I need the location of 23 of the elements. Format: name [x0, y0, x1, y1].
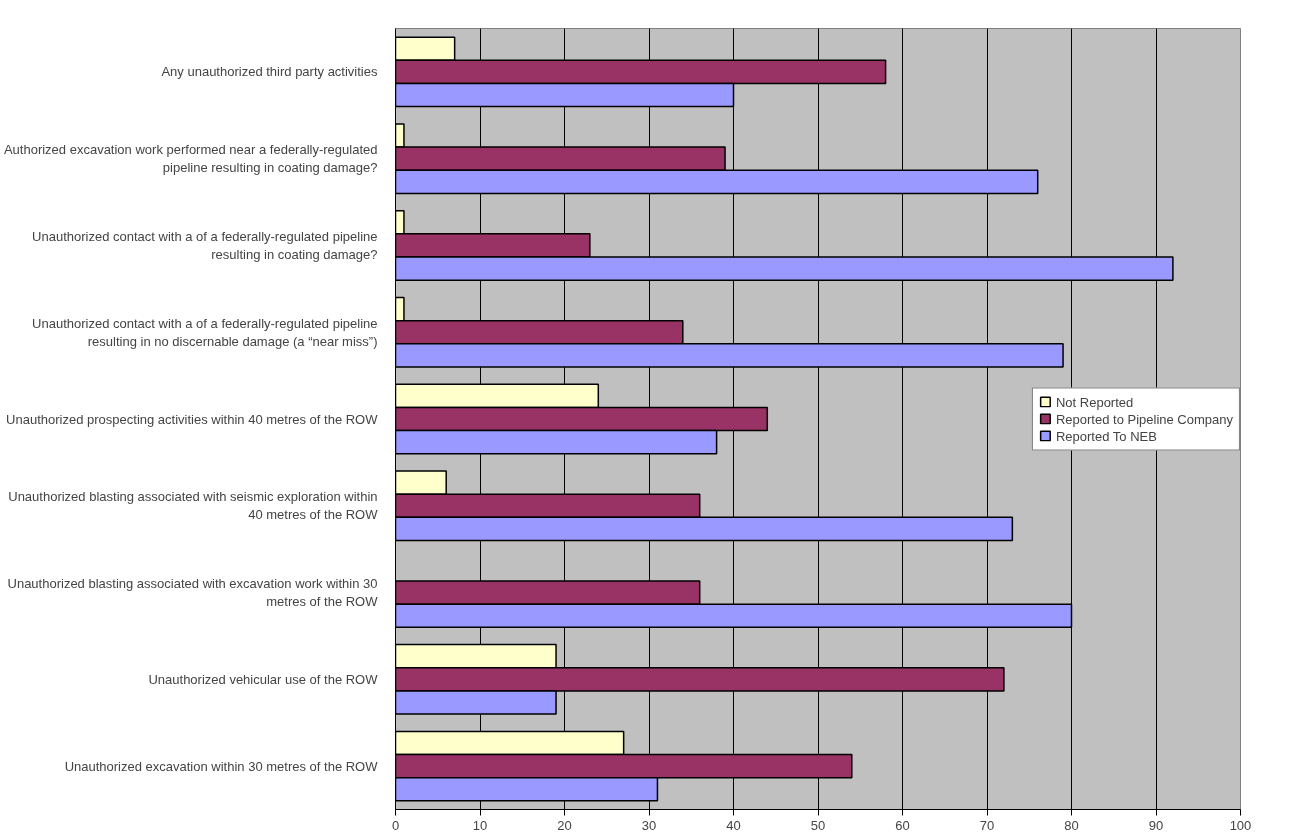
y-tick-label: Unauthorized blasting associated with seismic exploration within 40 metres of the ROW: [8, 489, 379, 523]
y-tick-label: Unauthorized excavation within 30 metres of the ROW: [64, 758, 379, 774]
x-tick-label: 80: [1064, 817, 1079, 833]
x-tick-label: 100: [1229, 817, 1252, 833]
x-tick-label: 90: [1148, 817, 1164, 833]
y-tick-label: Unauthorized contact with a of a federally-regulated pipeline resulting in coating damage?: [32, 228, 378, 262]
legend-label: Reported to Pipeline Company: [1055, 411, 1233, 426]
x-tick-label: 0: [391, 817, 400, 833]
x-tick-label: 50: [810, 817, 826, 833]
y-tick-label: Unauthorized blasting associated with excavation work within 30 metres of the ROW: [7, 576, 379, 610]
x-tick-label: 20: [557, 817, 572, 833]
y-tick-label: Any unauthorized third party activities: [161, 64, 378, 80]
x-tick-label: 60: [895, 817, 910, 833]
y-tick-label: Unauthorized prospecting activities within 40 metres of the ROW: [6, 411, 379, 427]
x-tick-label: 10: [472, 817, 488, 833]
y-tick-label: Unauthorized contact with a of a federally-regulated pipeline resulting in no discernable damage (a “near miss”): [32, 315, 378, 349]
legend-label: Reported To NEB: [1055, 428, 1157, 443]
x-tick-label: 70: [979, 817, 995, 833]
y-tick-label: Unauthorized vehicular use of the ROW: [148, 671, 379, 687]
x-tick-label: 30: [641, 817, 657, 833]
legend-label: Not Reported: [1055, 394, 1134, 409]
y-tick-label: Authorized excavation work performed near a federally-regulated pipeline resulting in coating damage?: [3, 142, 378, 176]
x-tick-label: 40: [726, 817, 741, 833]
